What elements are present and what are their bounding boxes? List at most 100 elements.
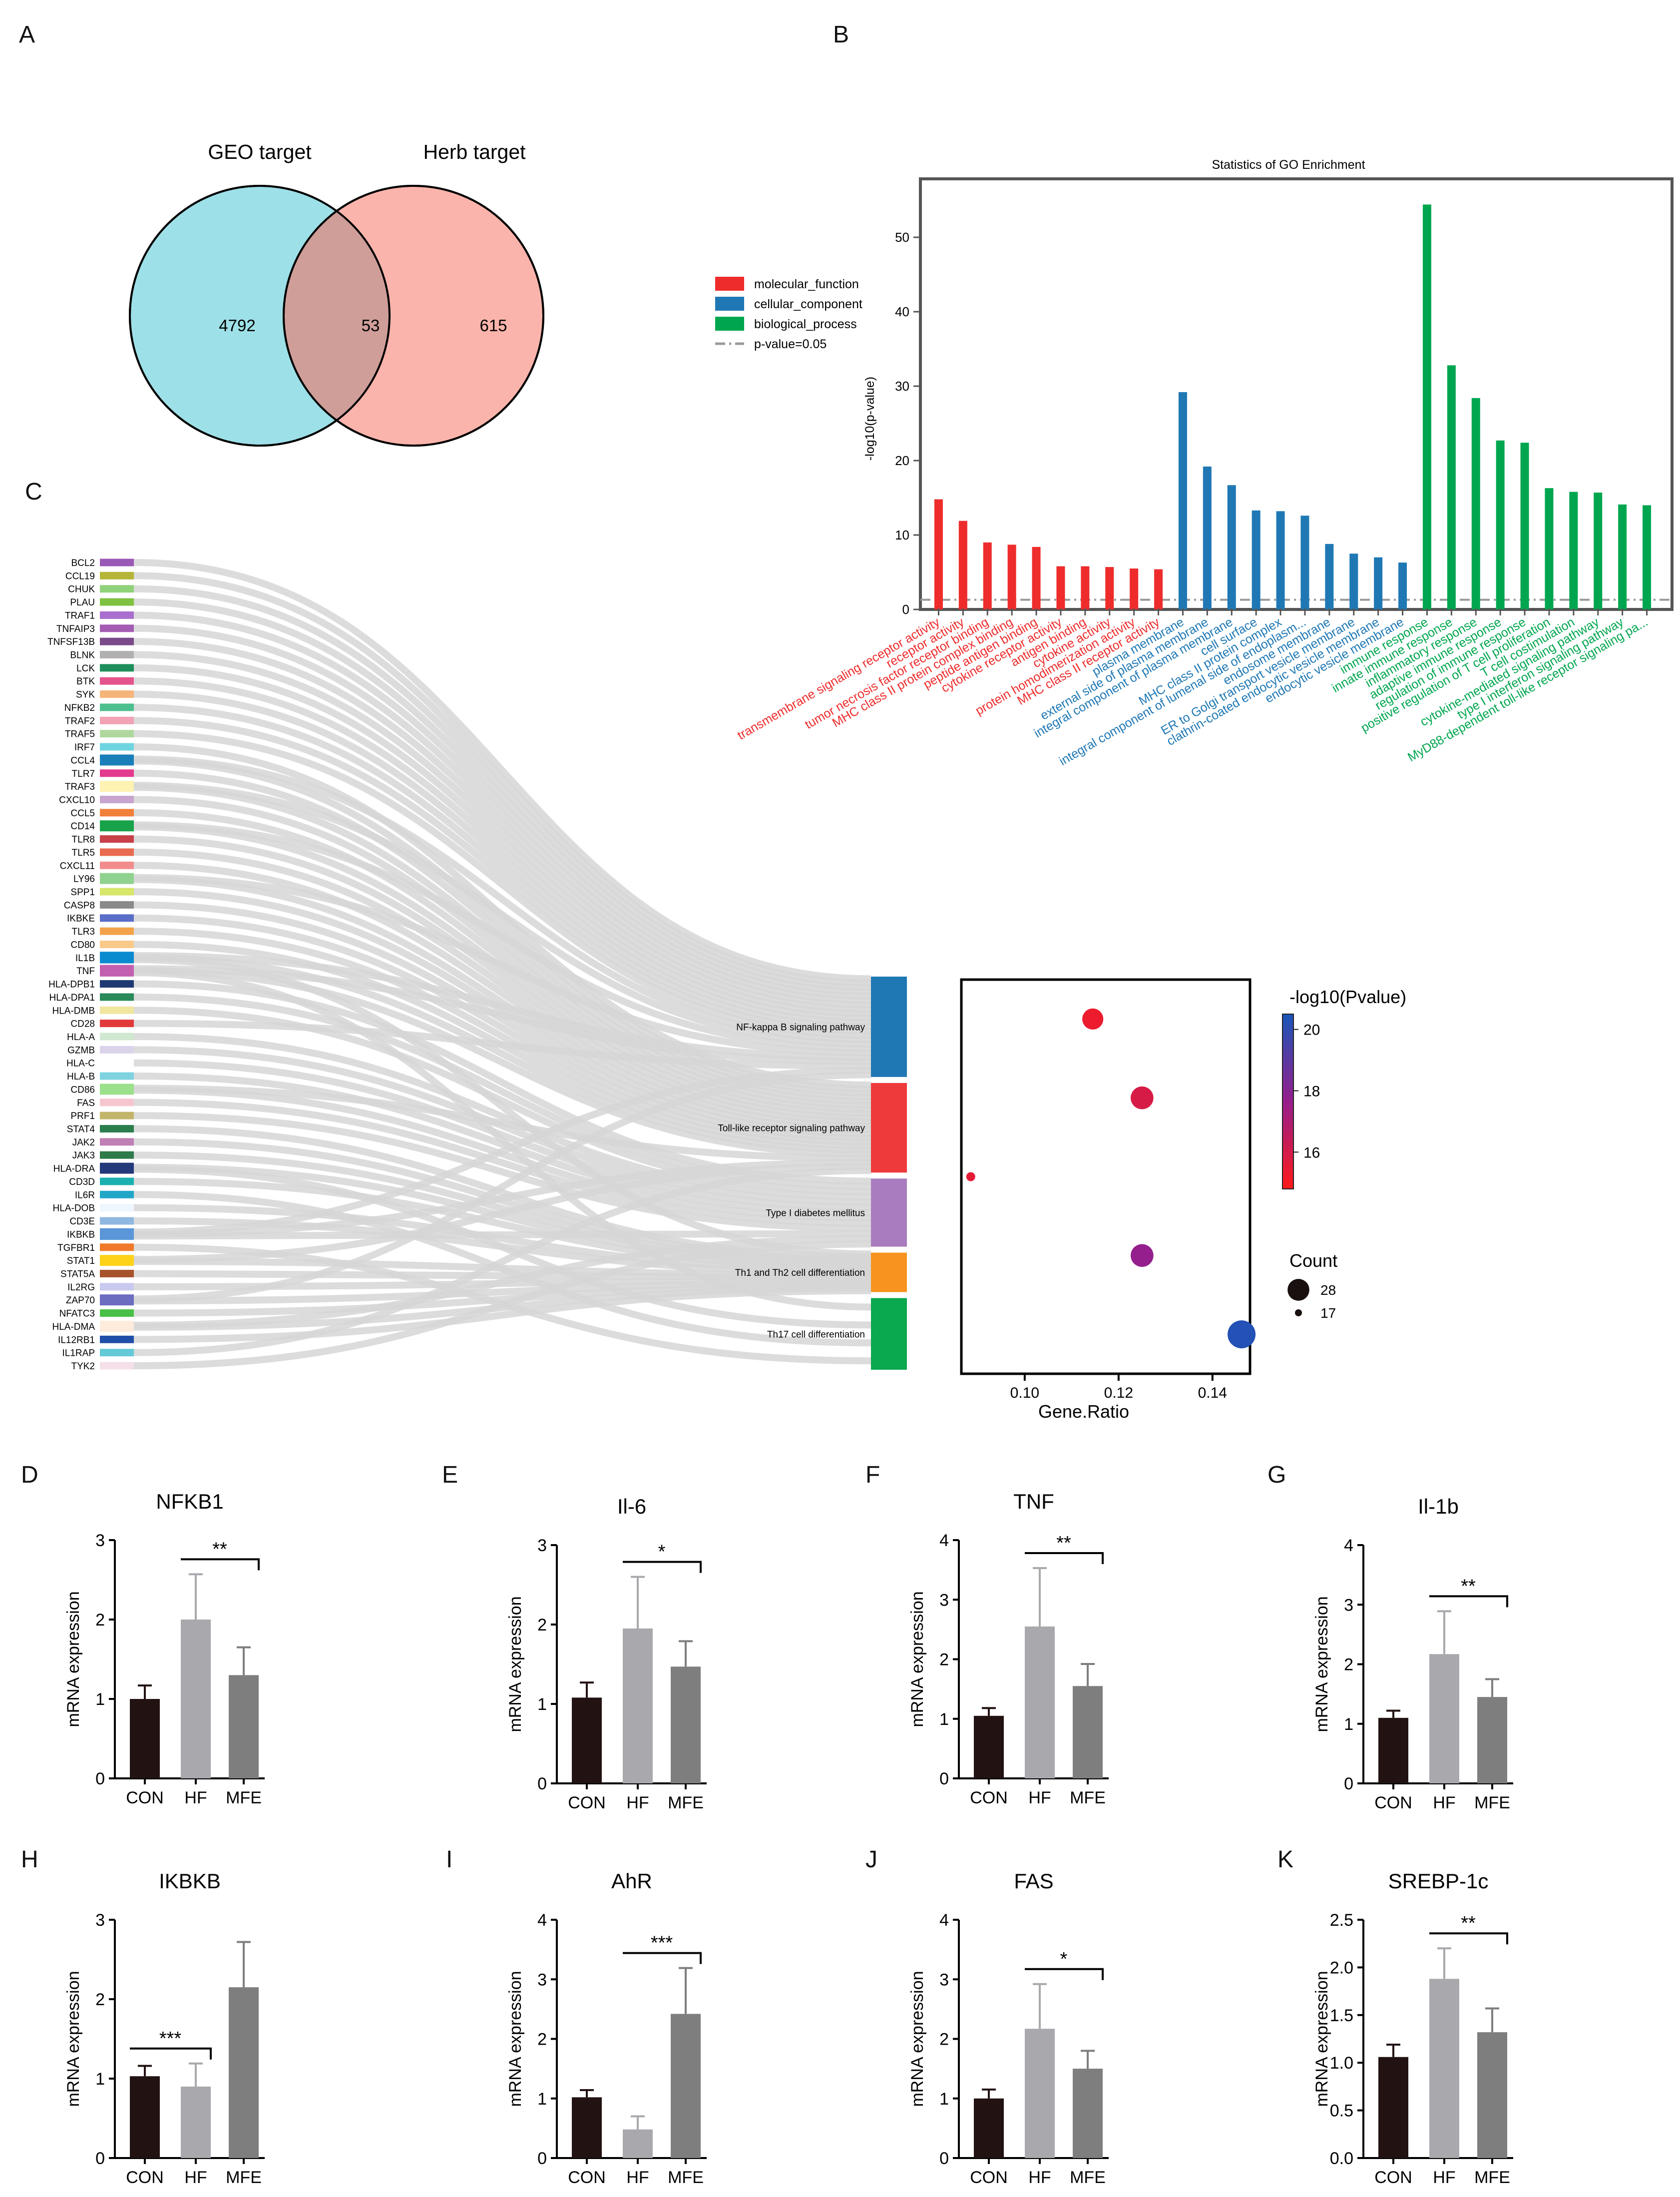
go-bar	[1154, 569, 1163, 609]
go-y-tick-label: 40	[895, 304, 909, 319]
go-bar	[1178, 392, 1187, 609]
sankey-gene-label: LCK	[76, 663, 95, 674]
sankey-gene-node	[100, 1125, 134, 1133]
qpcr-x-tick-label: MFE	[1474, 2168, 1510, 2187]
qpcr-y-tick-label: 0	[1344, 1774, 1353, 1793]
sankey-gene-node	[100, 861, 134, 869]
qpcr-x-tick-label: MFE	[1070, 2168, 1106, 2187]
panel-letter-e: E	[442, 1462, 458, 1488]
sankey-gene-node	[100, 781, 134, 792]
sankey-flow	[133, 1033, 871, 1200]
qpcr-y-tick-label: 0	[95, 1769, 105, 1788]
sankey-flow	[133, 874, 871, 1057]
sankey-gene-label: JAK3	[72, 1150, 95, 1161]
qpcr-panel-h: IKBKB mRNA expression 0 1 2 3 CON HF MFE ***	[64, 1869, 265, 2187]
panel-letter-k: K	[1277, 1846, 1293, 1873]
qpcr-bar	[1025, 1626, 1055, 1778]
panel-letter-d: D	[21, 1462, 38, 1488]
go-bar	[1081, 566, 1090, 609]
sankey-gene-label: CXCL10	[59, 795, 95, 805]
sankey-gene-node	[100, 1046, 134, 1054]
sankey-pathway-label: Toll-like receptor signaling pathway	[718, 1123, 865, 1134]
qpcr-bar	[1073, 1686, 1103, 1778]
sankey-gene-label: CHUK	[68, 584, 95, 595]
sankey-pathway-label: Type I diabetes mellitus	[766, 1208, 865, 1218]
panel-letter-h: H	[21, 1846, 38, 1873]
qpcr-y-tick-label: 0	[939, 2149, 949, 2168]
sankey-flow	[133, 757, 871, 1093]
bubble-x-tick-label: 0.10	[1010, 1385, 1039, 1401]
sankey-pathway-node	[871, 1252, 907, 1292]
go-bar	[1276, 511, 1285, 609]
sankey-gene-label: CD28	[70, 1019, 95, 1030]
venn-left-count: 4792	[219, 316, 255, 335]
qpcr-title: NFKB1	[156, 1490, 223, 1513]
qpcr-y-tick-label: 4	[939, 1911, 949, 1930]
qpcr-bar	[181, 1620, 211, 1778]
sankey-flow	[133, 1240, 871, 1369]
sankey-flow	[133, 1059, 871, 1211]
qpcr-bar	[671, 1666, 701, 1783]
sankey-gene-label: TLR3	[72, 927, 95, 937]
sankey-gene-node	[100, 795, 134, 803]
qpcr-significance-label: ***	[159, 2028, 182, 2049]
sankey-gene-node	[100, 901, 134, 909]
go-y-tick-label: 10	[895, 528, 909, 543]
sankey-gene-node	[100, 1335, 134, 1343]
qpcr-bar	[181, 2086, 211, 2158]
sankey-gene-node	[100, 1072, 134, 1080]
sankey-flow	[133, 965, 871, 1066]
sankey-gene-node	[100, 624, 134, 632]
sankey-gene-node	[100, 993, 134, 1001]
venn-overlap-count: 53	[362, 316, 380, 335]
qpcr-bar	[1378, 1717, 1408, 1783]
go-y-tick-label: 20	[895, 453, 909, 468]
go-bar	[1252, 510, 1260, 609]
sankey-pathway-node	[871, 1298, 907, 1370]
go-bar	[1447, 365, 1456, 609]
go-bar	[1643, 505, 1652, 609]
qpcr-title: TNF	[1013, 1490, 1054, 1513]
go-y-axis-label: -log10(p-value)	[863, 377, 877, 461]
sankey-gene-label: STAT1	[67, 1256, 95, 1266]
sankey-flow	[133, 1287, 871, 1343]
go-bar	[1398, 562, 1407, 609]
venn-left-label: GEO target	[208, 140, 312, 163]
sankey-gene-label: IL12RB1	[58, 1335, 95, 1345]
go-bar	[1130, 568, 1139, 609]
sankey-flow	[133, 888, 871, 1133]
qpcr-x-tick-label: HF	[626, 1793, 649, 1812]
qpcr-title: AhR	[611, 1869, 652, 1893]
sankey-flow	[133, 862, 871, 1125]
sankey-flow	[133, 1158, 871, 1238]
qpcr-y-axis-label: mRNA expression	[506, 1596, 525, 1732]
bubble-x-axis-label: Gene.Ratio	[1038, 1401, 1129, 1422]
sankey-gene-node	[100, 598, 134, 606]
sankey-gene-label: PRF1	[70, 1111, 95, 1121]
sankey-gene-node	[100, 651, 134, 659]
go-legend-swatch	[715, 277, 744, 291]
go-bar	[1618, 504, 1627, 609]
go-bar	[983, 542, 992, 609]
qpcr-x-tick-label: CON	[1374, 2168, 1412, 2187]
sankey-gene-node	[100, 743, 134, 751]
sankey-gene-label: TRAF1	[65, 610, 95, 621]
qpcr-significance-bracket	[1025, 1552, 1104, 1565]
sankey-gene-label: IL2RG	[67, 1282, 95, 1293]
sankey-gene-node	[100, 952, 134, 964]
qpcr-bar	[1073, 2069, 1103, 2158]
sankey-flow	[133, 717, 871, 1035]
sankey-gene-node	[100, 1243, 134, 1251]
bubble-point	[966, 1172, 975, 1181]
qpcr-bar	[1477, 1697, 1507, 1783]
qpcr-y-tick-label: 3	[537, 1536, 547, 1555]
qpcr-x-tick-label: CON	[1374, 1793, 1412, 1812]
sankey-gene-node	[100, 1294, 134, 1306]
qpcr-x-tick-label: HF	[184, 2168, 207, 2187]
sankey-flow	[133, 1098, 871, 1227]
qpcr-y-tick-label: 1.0	[1330, 2054, 1353, 2073]
sankey-gene-node	[100, 835, 134, 843]
sankey-gene-node	[100, 585, 134, 593]
qpcr-y-tick-label: 4	[1344, 1536, 1353, 1555]
sankey-gene-label: IL6R	[75, 1190, 95, 1200]
